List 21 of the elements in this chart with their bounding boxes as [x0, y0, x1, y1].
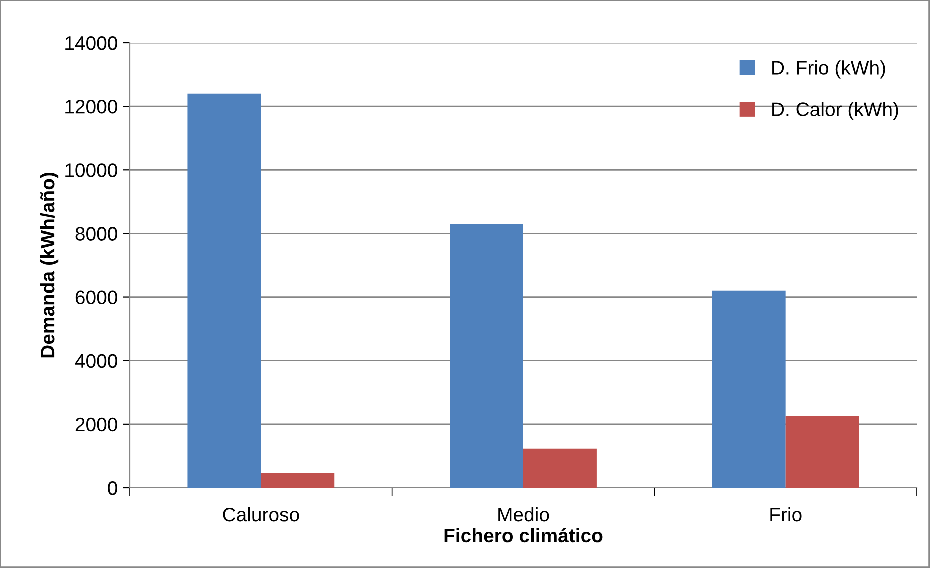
x-tick-label: Medio: [498, 507, 550, 522]
y-tick-label: 8000: [76, 227, 118, 241]
y-axis-title: Demanda (kWh/año): [40, 173, 59, 358]
y-tick-label: 14000: [66, 36, 118, 50]
y-tick-label: 6000: [76, 290, 118, 305]
bar: [786, 416, 860, 488]
x-axis-title: Fichero climático: [444, 528, 603, 543]
x-tick-label: Frio: [770, 507, 802, 522]
bar: [450, 224, 524, 488]
x-tick-label: Caluroso: [223, 507, 300, 522]
y-tick-label: 2000: [76, 418, 118, 432]
bar: [712, 290, 786, 488]
bar: [188, 94, 262, 488]
legend-label: D. Calor (kWh): [772, 102, 898, 120]
bar: [524, 448, 597, 488]
y-tick-label: 12000: [66, 100, 118, 114]
y-tick-label: 4000: [75, 354, 118, 368]
y-tick-label: 10000: [66, 164, 118, 178]
bar: [261, 473, 335, 488]
y-tick-label: 0: [108, 481, 118, 496]
legend-label: D. Frio (kWh): [772, 60, 886, 79]
